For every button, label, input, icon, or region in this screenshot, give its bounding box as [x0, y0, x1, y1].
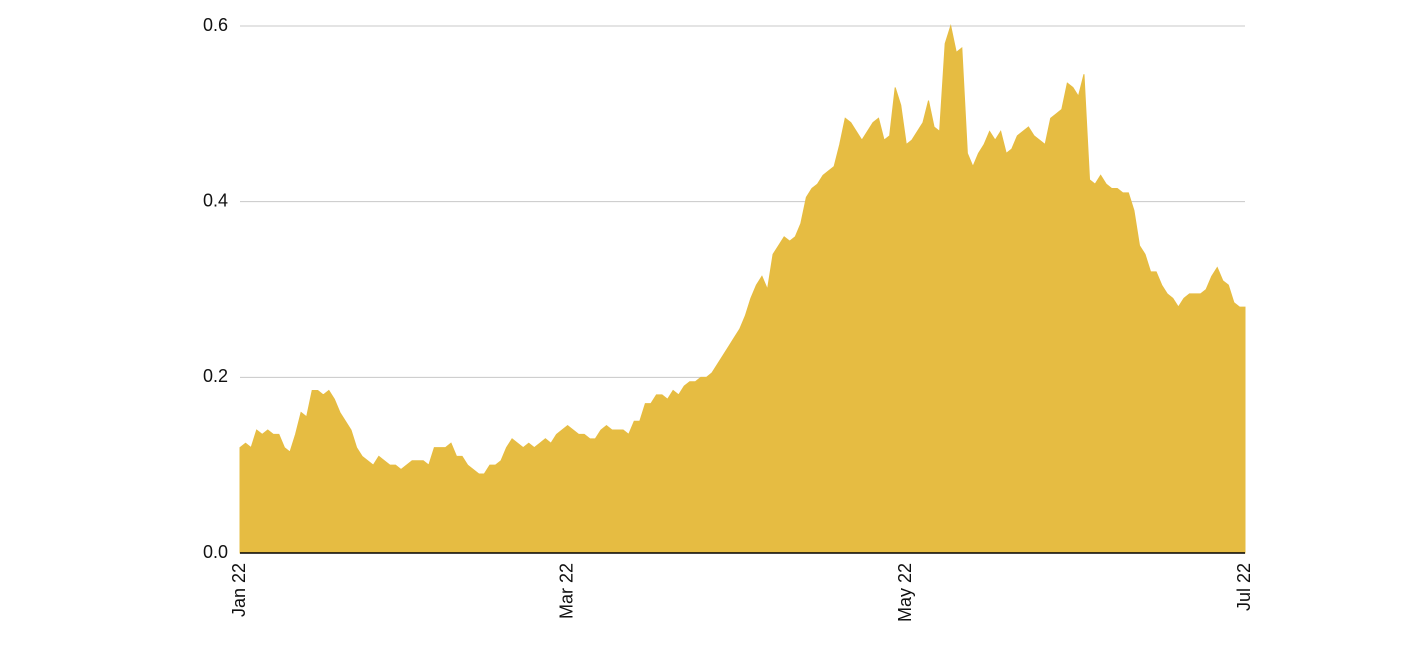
- y-tick-label: 0.4: [203, 190, 228, 210]
- x-tick-label: Jan 22: [229, 563, 249, 617]
- x-tick-label: Jul 22: [1234, 563, 1254, 611]
- x-tick-label: May 22: [895, 563, 915, 622]
- y-tick-label: 0.6: [203, 15, 228, 35]
- x-tick-label: Mar 22: [556, 563, 576, 619]
- area: [239, 24, 1246, 554]
- y-tick-label: 0.0: [203, 542, 228, 562]
- y-tick-label: 0.2: [203, 366, 228, 386]
